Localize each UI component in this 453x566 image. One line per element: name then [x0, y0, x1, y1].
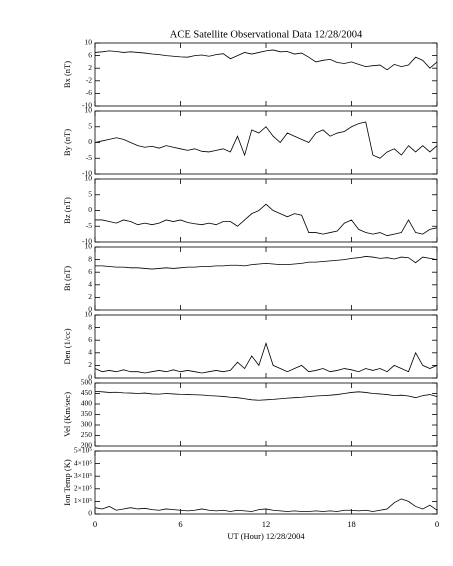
- y-tick-label: 10: [85, 38, 93, 47]
- data-line: [94, 342, 438, 374]
- y-tick-label: 5×10⁵: [74, 446, 92, 455]
- y-tick-label: -6: [86, 88, 92, 97]
- y-axis-label: Bx (nT): [62, 61, 72, 88]
- y-tick-label: -5: [86, 153, 92, 162]
- data-line: [94, 121, 438, 159]
- y-axis-label: Bz (nT): [62, 197, 72, 224]
- data-line: [94, 498, 438, 512]
- panel-frame: [94, 246, 438, 311]
- y-tick-label: -10: [82, 237, 92, 246]
- y-tick-label: 10: [85, 174, 93, 183]
- y-tick-label: 0: [88, 373, 92, 382]
- y-tick-label: 2: [88, 63, 92, 72]
- y-tick-label: 8: [88, 322, 92, 331]
- y-tick-label: 10: [85, 310, 93, 319]
- y-tick-label: 6: [88, 335, 92, 344]
- y-tick-label: 2: [88, 292, 92, 301]
- y-tick-label: 350: [81, 409, 93, 418]
- panel-frame: [94, 314, 438, 379]
- y-axis-label: Ion Temp (K): [62, 459, 72, 506]
- data-line: [94, 391, 438, 401]
- y-tick-label: 10: [85, 242, 93, 251]
- y-tick-label: 450: [81, 388, 93, 397]
- chart-title: ACE Satellite Observational Data 12/28/2…: [170, 29, 363, 40]
- y-tick-label: 10: [85, 106, 93, 115]
- x-tick-label: 18: [347, 519, 356, 529]
- y-tick-label: 4: [88, 280, 92, 289]
- y-tick-label: 4×10⁵: [74, 458, 92, 467]
- y-tick-label: 6: [88, 267, 92, 276]
- y-tick-label: 200: [81, 441, 93, 450]
- y-tick-label: 5: [88, 121, 92, 130]
- panel-frame: [94, 178, 438, 243]
- y-tick-label: -2: [86, 76, 92, 85]
- y-axis-label: Vel (Km/sec): [62, 392, 72, 437]
- y-tick-label: 2: [88, 360, 92, 369]
- y-tick-label: 4: [88, 348, 92, 357]
- y-tick-label: 5: [88, 189, 92, 198]
- y-tick-label: 0: [88, 305, 92, 314]
- x-tick-label: 0: [435, 519, 439, 529]
- x-axis-label: UT (Hour) 12/28/2004: [227, 531, 305, 541]
- data-line: [94, 49, 438, 71]
- y-tick-label: 500: [81, 378, 93, 387]
- x-tick-label: 0: [93, 519, 97, 529]
- y-tick-label: 2×10⁵: [74, 484, 92, 493]
- panel-frame: [94, 110, 438, 175]
- y-tick-label: 0: [88, 205, 92, 214]
- data-line: [95, 203, 438, 237]
- panel-frame: [94, 42, 438, 107]
- y-tick-label: 0: [88, 509, 92, 518]
- y-tick-label: 400: [81, 399, 93, 408]
- y-tick-label: 0: [88, 137, 92, 146]
- data-line: [95, 256, 438, 270]
- y-tick-label: 250: [81, 430, 93, 439]
- panel-frame: [94, 450, 438, 515]
- y-tick-label: 3×10⁵: [74, 471, 92, 480]
- y-tick-label: 300: [81, 420, 93, 429]
- y-tick-label: -5: [86, 221, 92, 230]
- y-axis-label: By (nT): [62, 129, 72, 156]
- x-tick-label: 6: [178, 519, 182, 529]
- x-tick-label: 12: [262, 519, 271, 529]
- y-axis-label: Den (1/cc): [62, 328, 72, 364]
- y-axis-label: Bt (nT): [62, 266, 72, 291]
- y-tick-label: 8: [88, 254, 92, 263]
- y-tick-label: -10: [82, 101, 92, 110]
- y-tick-label: 1×10⁵: [74, 496, 92, 505]
- y-tick-label: -10: [82, 169, 92, 178]
- y-tick-label: 6: [88, 50, 92, 59]
- panel-frame: [94, 382, 438, 447]
